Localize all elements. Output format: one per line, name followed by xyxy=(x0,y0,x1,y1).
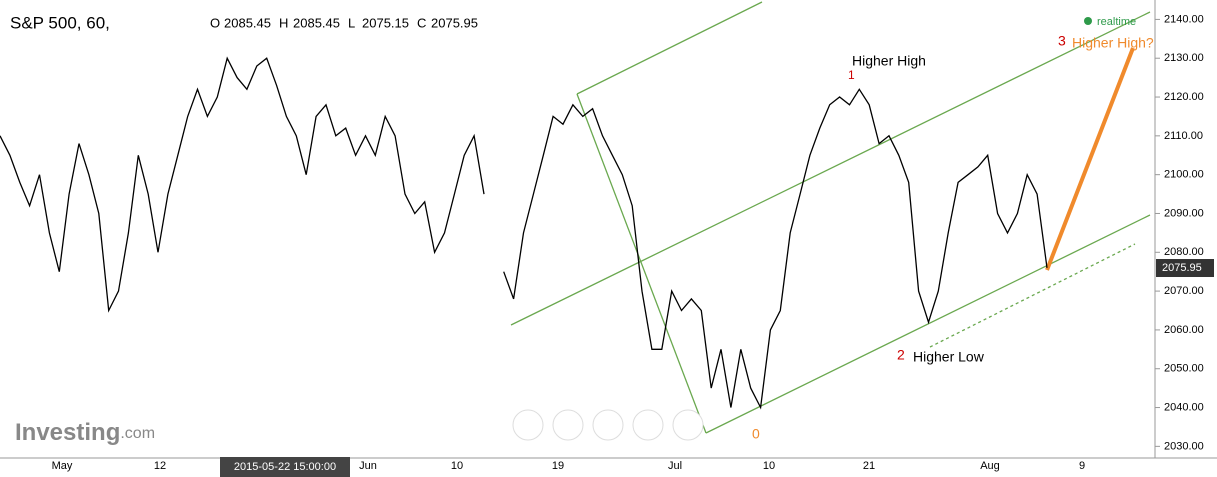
x-tick-label: 12 xyxy=(154,460,166,472)
projection-arrow xyxy=(1045,47,1135,271)
annotation: Higher High? xyxy=(1072,35,1154,51)
ohlc-key: H xyxy=(279,15,288,30)
ohlc-key: C xyxy=(417,15,426,30)
scroll-left[interactable] xyxy=(512,409,544,441)
zoom-in[interactable] xyxy=(632,409,664,441)
y-tick-label: 2140.00 xyxy=(1164,13,1204,25)
wave-label: 3 xyxy=(1058,33,1066,49)
y-tick-label: 2090.00 xyxy=(1164,207,1204,219)
x-tick-label: 9 xyxy=(1079,460,1085,472)
wave-label: 1 xyxy=(848,68,855,82)
status-dot xyxy=(1084,17,1092,25)
brand-suffix: .com xyxy=(120,425,155,442)
status: realtime xyxy=(1097,16,1136,28)
chart-title: S&P 500, 60, xyxy=(10,13,110,32)
x-tick-label: May xyxy=(52,460,73,472)
reset[interactable] xyxy=(592,409,624,441)
y-tick-label: 2130.00 xyxy=(1164,52,1204,64)
crosshair-label: 2015-05-22 15:00:00 xyxy=(234,461,336,473)
scroll-right[interactable] xyxy=(672,409,704,441)
ohlc-key: O xyxy=(210,15,220,30)
ohlc-key: L xyxy=(348,15,355,30)
ohlc-value: 2085.45 xyxy=(293,15,340,30)
x-tick-label: Jun xyxy=(359,460,377,472)
brand: Investing.com xyxy=(15,419,155,446)
y-tick-label: 2080.00 xyxy=(1164,246,1204,258)
y-tick-label: 2060.00 xyxy=(1164,324,1204,336)
y-tick-label: 2040.00 xyxy=(1164,401,1204,413)
price-line xyxy=(0,56,1048,410)
x-tick-label: 10 xyxy=(763,460,775,472)
ohlc-value: 2085.45 xyxy=(224,15,271,30)
brand-name: Investing xyxy=(15,419,120,446)
crosshair-label-box xyxy=(220,457,350,477)
y-tick-label: 2100.00 xyxy=(1164,169,1204,181)
y-tick-label: 2030.00 xyxy=(1164,440,1204,452)
x-tick-label: Aug xyxy=(980,460,1000,472)
ohlc-header: O 2085.45 H 2085.45 L 2075.15 C 2075.95 xyxy=(210,15,478,30)
y-tick-label: 2050.00 xyxy=(1164,363,1204,375)
last-price: 2075.95 xyxy=(1162,262,1202,274)
zoom-out[interactable] xyxy=(552,409,584,441)
pitchfork xyxy=(510,1,1151,434)
annotation: Higher High xyxy=(852,53,926,69)
ohlc-value: 2075.95 xyxy=(431,15,478,30)
last-price-box xyxy=(1156,259,1214,278)
x-tick-label: 21 xyxy=(863,460,875,472)
x-tick-label: 19 xyxy=(552,460,564,472)
x-tick-label: Jul xyxy=(668,460,682,472)
wave-label: 0 xyxy=(752,426,760,442)
ohlc-value: 2075.15 xyxy=(362,15,409,30)
annotation: Higher Low xyxy=(913,349,985,365)
wave-label: 2 xyxy=(897,347,905,363)
zoom-controls[interactable] xyxy=(512,409,704,441)
y-tick-label: 2120.00 xyxy=(1164,91,1204,103)
y-tick-label: 2070.00 xyxy=(1164,285,1204,297)
x-tick-label: 10 xyxy=(451,460,463,472)
y-tick-label: 2110.00 xyxy=(1164,130,1203,142)
